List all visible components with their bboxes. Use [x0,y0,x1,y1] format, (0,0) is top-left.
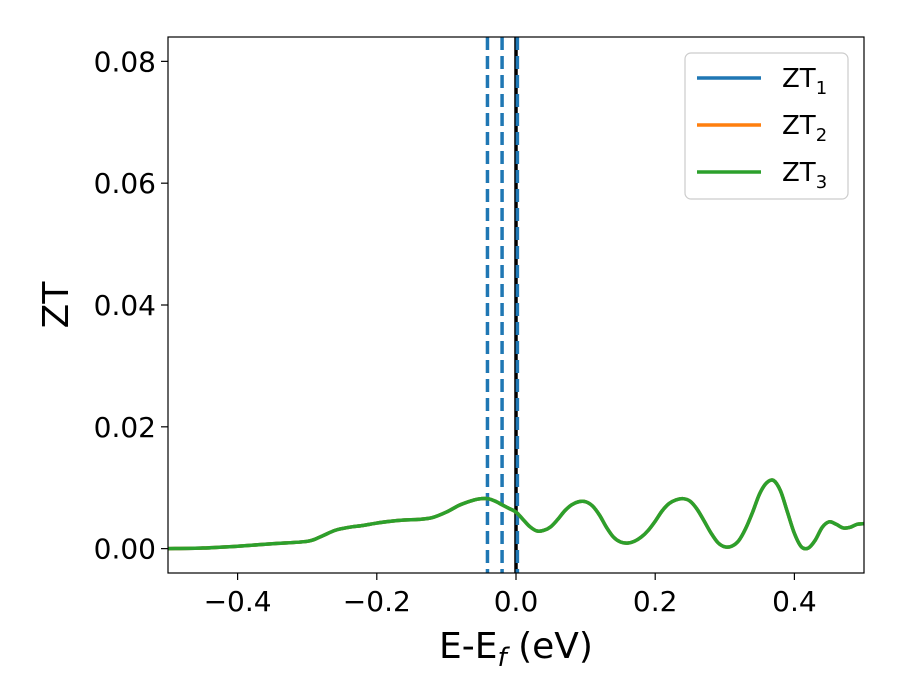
plot-area [168,37,864,573]
y-axis-title: ZT [36,281,77,329]
y-tick-label: 0.00 [94,533,156,566]
y-axis-ticks: 0.00 0.02 0.04 0.06 0.08 [94,45,168,566]
series-lines [168,478,864,551]
x-tick-label: −0.2 [343,585,411,618]
legend-label-zt1: ZT1 [782,64,827,99]
x-axis-title: E-Ef (eV) [439,626,593,673]
y-tick-label: 0.04 [94,289,156,322]
legend-label-zt3: ZT3 [782,158,827,193]
x-tick-label: 0.2 [633,585,678,618]
x-axis-ticks: −0.4 −0.2 0.0 0.2 0.4 [204,573,817,618]
series-line-zt3 [168,478,864,551]
legend-entries: ZT1 ZT2 ZT3 [697,64,827,193]
y-tick-label: 0.08 [94,45,156,78]
legend: ZT1 ZT2 ZT3 [684,52,849,200]
legend-box [684,52,849,200]
y-tick-label: 0.02 [94,411,156,444]
y-tick-label: 0.06 [94,167,156,200]
x-tick-label: 0.4 [772,585,817,618]
x-tick-label: −0.4 [204,585,272,618]
x-tick-label: 0.0 [494,585,539,618]
vertical-lines [485,37,520,573]
legend-label-zt2: ZT2 [782,111,827,146]
